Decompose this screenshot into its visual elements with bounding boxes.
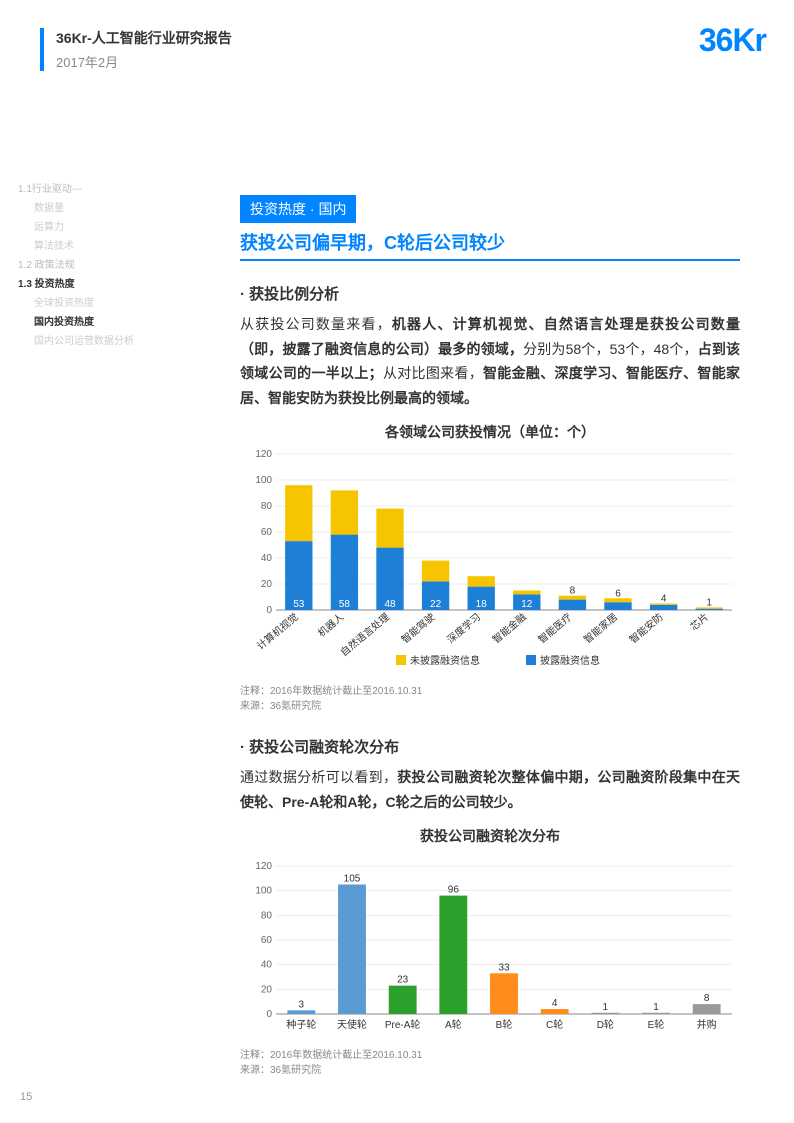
svg-text:1: 1 bbox=[603, 1002, 609, 1013]
svg-text:120: 120 bbox=[255, 861, 272, 872]
svg-text:100: 100 bbox=[255, 886, 272, 897]
svg-text:105: 105 bbox=[344, 874, 361, 885]
logo-36kr: 36Kr bbox=[699, 22, 766, 59]
svg-text:58: 58 bbox=[339, 599, 351, 610]
sidebar-item[interactable]: 1.2 政策法规 bbox=[18, 256, 183, 275]
svg-text:20: 20 bbox=[261, 579, 273, 590]
svg-text:1: 1 bbox=[653, 1002, 659, 1013]
svg-text:53: 53 bbox=[293, 599, 305, 610]
svg-text:60: 60 bbox=[261, 935, 273, 946]
svg-text:种子轮: 种子轮 bbox=[286, 1018, 316, 1031]
svg-text:机器人: 机器人 bbox=[315, 610, 346, 639]
section-tag: 投资热度 · 国内 bbox=[240, 195, 356, 223]
svg-text:8: 8 bbox=[704, 993, 710, 1004]
svg-text:天使轮: 天使轮 bbox=[337, 1018, 367, 1031]
svg-text:3: 3 bbox=[299, 999, 305, 1010]
svg-text:智能医疗: 智能医疗 bbox=[535, 610, 574, 646]
svg-text:120: 120 bbox=[255, 449, 272, 460]
svg-text:B轮: B轮 bbox=[496, 1018, 513, 1031]
svg-text:D轮: D轮 bbox=[597, 1018, 614, 1031]
svg-text:20: 20 bbox=[261, 984, 273, 995]
svg-text:22: 22 bbox=[430, 599, 442, 610]
svg-text:0: 0 bbox=[266, 605, 272, 616]
svg-text:智能安防: 智能安防 bbox=[627, 610, 666, 646]
page-header: 36Kr-人工智能行业研究报告 2017年2月 bbox=[0, 0, 794, 71]
svg-text:4: 4 bbox=[552, 998, 558, 1009]
chart1-stacked-bar: 02040608010012053计算机视觉58机器人48自然语言处理22智能驾… bbox=[240, 448, 740, 678]
svg-text:自然语言处理: 自然语言处理 bbox=[338, 610, 392, 659]
svg-text:40: 40 bbox=[261, 553, 273, 564]
svg-text:23: 23 bbox=[397, 975, 409, 986]
svg-text:E轮: E轮 bbox=[648, 1018, 665, 1031]
chart1-note: 注释：2016年数据统计截止至2016.10.31来源：36氪研究院 bbox=[240, 684, 740, 714]
section2-head: · 获投公司融资轮次分布 bbox=[240, 736, 740, 757]
svg-text:计算机视觉: 计算机视觉 bbox=[254, 610, 301, 652]
sidebar-item[interactable]: 国内投资热度 bbox=[18, 313, 183, 332]
svg-text:96: 96 bbox=[448, 885, 460, 896]
main-content: 投资热度 · 国内 获投公司偏早期，C轮后公司较少 · 获投比例分析 从获投公司… bbox=[240, 195, 740, 1078]
sidebar-item[interactable]: 数据量 bbox=[18, 199, 183, 218]
svg-text:12: 12 bbox=[521, 599, 533, 610]
svg-text:披露融资信息: 披露融资信息 bbox=[540, 654, 600, 667]
sidebar-item[interactable]: 国内公司运营数据分析 bbox=[18, 332, 183, 351]
svg-text:未披露融资信息: 未披露融资信息 bbox=[410, 654, 480, 667]
svg-text:80: 80 bbox=[261, 910, 273, 921]
report-title: 36Kr-人工智能行业研究报告 bbox=[56, 28, 794, 48]
svg-text:60: 60 bbox=[261, 527, 273, 538]
page-number: 15 bbox=[20, 1091, 32, 1103]
svg-text:18: 18 bbox=[476, 599, 488, 610]
svg-text:1: 1 bbox=[706, 597, 712, 608]
sidebar-item[interactable]: 1.1行业驱动--- bbox=[18, 180, 183, 199]
sidebar-item[interactable]: 算法技术 bbox=[18, 237, 183, 256]
svg-text:100: 100 bbox=[255, 475, 272, 486]
svg-text:33: 33 bbox=[498, 962, 510, 973]
svg-text:8: 8 bbox=[570, 586, 576, 597]
section1-text: 从获投公司数量来看，机器人、计算机视觉、自然语言处理是获投公司数量（即，披露了融… bbox=[240, 312, 740, 410]
svg-text:智能金融: 智能金融 bbox=[490, 610, 529, 646]
svg-text:4: 4 bbox=[661, 594, 667, 605]
svg-text:A轮: A轮 bbox=[445, 1018, 462, 1031]
svg-text:0: 0 bbox=[266, 1009, 272, 1020]
section2-text: 通过数据分析可以看到，获投公司融资轮次整体偏中期，公司融资阶段集中在天使轮、Pr… bbox=[240, 765, 740, 814]
sidebar-item[interactable]: 运算力 bbox=[18, 218, 183, 237]
sidebar-nav: 1.1行业驱动---数据量运算力算法技术1.2 政策法规1.3 投资热度全球投资… bbox=[18, 180, 183, 351]
chart1-title: 各领域公司获投情况（单位：个） bbox=[240, 422, 740, 442]
svg-text:并购: 并购 bbox=[697, 1018, 717, 1031]
svg-text:80: 80 bbox=[261, 501, 273, 512]
svg-text:深度学习: 深度学习 bbox=[444, 610, 483, 646]
svg-text:C轮: C轮 bbox=[546, 1018, 563, 1031]
svg-text:智能家居: 智能家居 bbox=[581, 610, 620, 646]
report-date: 2017年2月 bbox=[56, 52, 794, 71]
chart2-title: 获投公司融资轮次分布 bbox=[240, 826, 740, 846]
svg-text:6: 6 bbox=[615, 588, 621, 599]
sidebar-item[interactable]: 全球投资热度 bbox=[18, 294, 183, 313]
svg-text:Pre-A轮: Pre-A轮 bbox=[385, 1018, 421, 1031]
svg-text:芯片: 芯片 bbox=[687, 610, 711, 633]
chart2-note: 注释：2016年数据统计截止至2016.10.31来源：36氪研究院 bbox=[240, 1048, 740, 1078]
section1-head: · 获投比例分析 bbox=[240, 283, 740, 304]
sidebar-item[interactable]: 1.3 投资热度 bbox=[18, 275, 183, 294]
svg-text:48: 48 bbox=[384, 599, 396, 610]
page-subtitle: 获投公司偏早期，C轮后公司较少 bbox=[240, 229, 740, 261]
svg-text:40: 40 bbox=[261, 960, 273, 971]
chart2-bar: 0 20 40 60 80 100 120 3 种子轮 105 天使轮 23 Pre-A轮 96 A轮 33 B… bbox=[240, 852, 740, 1042]
svg-text:智能驾驶: 智能驾驶 bbox=[399, 610, 438, 646]
